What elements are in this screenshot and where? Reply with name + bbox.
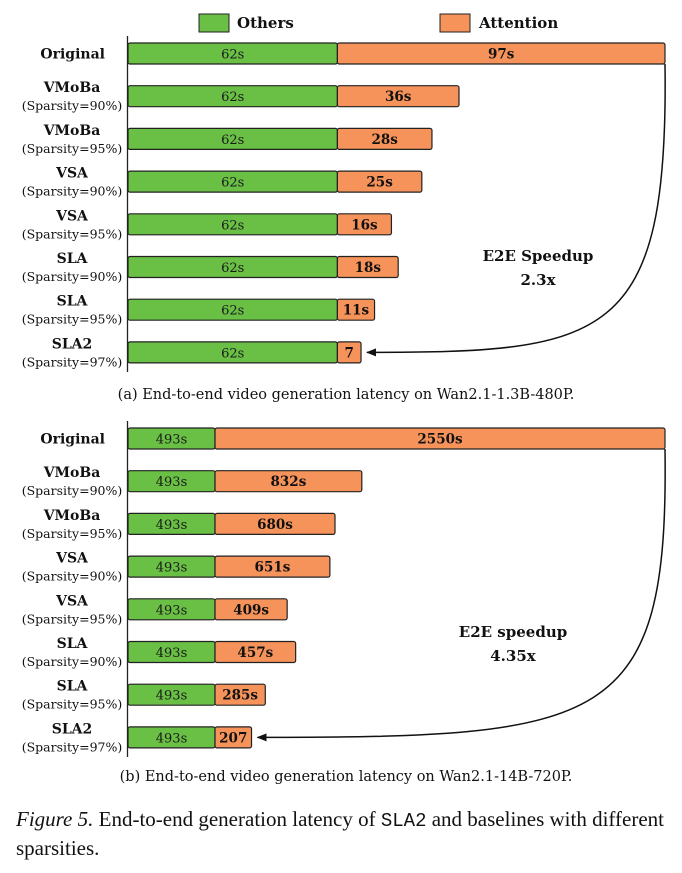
- category-label: VMoBa: [43, 123, 101, 139]
- category-sparsity-label: (Sparsity=97%): [22, 354, 123, 369]
- category-sparsity-label: (Sparsity=95%): [22, 697, 123, 712]
- category-label: VMoBa: [43, 465, 101, 481]
- bar-attention: [214, 427, 666, 450]
- category-label: SLA: [57, 636, 89, 652]
- caption-method-name: SLA2: [380, 810, 427, 832]
- speedup-label: E2E Speedup: [483, 247, 594, 265]
- bar-others-label: 62s: [221, 133, 244, 148]
- figure-caption: Figure 5. End-to-end generation latency …: [16, 806, 672, 862]
- bar-attention: [336, 127, 433, 150]
- bar-attention: [214, 598, 288, 621]
- bar-others-label: 493s: [156, 433, 187, 448]
- category-sparsity-label: (Sparsity=90%): [22, 98, 123, 113]
- category-label: Original: [40, 432, 105, 448]
- legend-others-label: Others: [237, 14, 294, 32]
- category-label: VSA: [55, 593, 89, 609]
- bar-others-label: 62s: [221, 48, 244, 63]
- category-label: SLA: [57, 251, 89, 267]
- category-label: VSA: [55, 166, 89, 182]
- bar-others-label: 493s: [156, 475, 187, 490]
- bar-attention-label: 651s: [255, 560, 291, 576]
- bar-others-label: 62s: [221, 346, 244, 361]
- legend-attention-swatch: [439, 13, 471, 33]
- bar-attention: [214, 726, 253, 749]
- bar-attention: [336, 213, 393, 236]
- category-sparsity-label: (Sparsity=95%): [22, 312, 123, 327]
- speedup-arrow: [256, 448, 666, 742]
- legend-others-swatch: [198, 13, 230, 33]
- category-sparsity-label: (Sparsity=90%): [22, 269, 123, 284]
- category-sparsity-label: (Sparsity=90%): [22, 184, 123, 199]
- bar-attention-label: 28s: [371, 132, 398, 148]
- bar-attention-label: 285s: [222, 688, 258, 704]
- bar-attention-label: 832s: [271, 474, 307, 490]
- category-label: SLA: [57, 679, 89, 695]
- category-label: VSA: [55, 551, 89, 567]
- category-sparsity-label: (Sparsity=95%): [22, 526, 123, 541]
- bar-attention-label: 409s: [233, 602, 269, 618]
- speedup-label: E2E speedup: [459, 623, 567, 641]
- bar-others-label: 493s: [156, 518, 187, 533]
- bar-others-label: 62s: [221, 218, 244, 233]
- category-sparsity-label: (Sparsity=95%): [22, 141, 123, 156]
- bar-attention: [336, 85, 460, 108]
- bar-attention: [336, 170, 423, 193]
- caption-text-end: and baselines with different sparsities.: [16, 807, 665, 860]
- bar-attention-label: 25s: [366, 175, 393, 191]
- bar-attention: [336, 255, 399, 279]
- panel-b: Original 493s 2550s VMoBa (Sparsity=90%) 493s…: [22, 421, 666, 785]
- category-sparsity-label: (Sparsity=90%): [22, 654, 123, 669]
- legend-attention-label: Attention: [478, 14, 558, 32]
- bar-attention: [336, 42, 666, 65]
- category-label: VSA: [55, 208, 89, 224]
- bar-attention: [336, 298, 376, 321]
- subfigure-caption: (a) End-to-end video generation latency …: [118, 387, 575, 403]
- category-label: SLA2: [52, 721, 93, 737]
- category-sparsity-label: (Sparsity=97%): [22, 739, 123, 754]
- category-sparsity-label: (Sparsity=90%): [22, 483, 123, 498]
- bar-attention-label: 457s: [237, 645, 273, 661]
- legend: Others Attention: [198, 13, 558, 33]
- bar-attention: [214, 512, 336, 536]
- bar-others-label: 62s: [221, 304, 244, 319]
- bar-attention: [214, 683, 266, 706]
- speedup-value: 4.35x: [490, 647, 537, 665]
- category-label: VMoBa: [43, 80, 101, 96]
- bar-attention-label: 680s: [257, 517, 293, 533]
- bar-attention-label: 11s: [343, 303, 370, 319]
- speedup-arrow: [366, 63, 666, 357]
- speedup-value: 2.3x: [520, 271, 556, 289]
- bar-others-label: 493s: [156, 731, 187, 746]
- caption-text-start: End-to-end generation latency of: [93, 807, 381, 831]
- bar-attention-label: 2550s: [417, 432, 463, 448]
- latency-figure: Others Attention Original 62s 97s VMoBa (Spa…: [22, 13, 666, 785]
- bar-others-label: 493s: [156, 689, 187, 704]
- subfigure-caption: (b) End-to-end video generation latency …: [120, 769, 573, 785]
- bar-others-label: 62s: [221, 90, 244, 105]
- bar-attention: [214, 470, 363, 493]
- bar-attention-label: 36s: [385, 89, 412, 105]
- bar-others-label: 493s: [156, 561, 187, 576]
- category-label: VMoBa: [43, 508, 101, 524]
- category-sparsity-label: (Sparsity=95%): [22, 611, 123, 626]
- bar-attention-label: 16s: [351, 217, 378, 233]
- bar-others-label: 493s: [156, 603, 187, 618]
- bar-attention: [214, 555, 331, 578]
- category-sparsity-label: (Sparsity=90%): [22, 569, 123, 584]
- bar-attention-label: 97s: [488, 47, 515, 63]
- bar-attention-label: 7: [345, 345, 354, 361]
- category-label: Original: [40, 47, 105, 63]
- bar-attention-label: 207: [219, 730, 247, 746]
- bar-others-label: 493s: [156, 646, 187, 661]
- bar-others-label: 62s: [221, 176, 244, 191]
- bar-attention-label: 18s: [355, 260, 382, 276]
- bar-attention: [336, 341, 362, 364]
- category-sparsity-label: (Sparsity=95%): [22, 226, 123, 241]
- bar-others-label: 62s: [221, 261, 244, 276]
- panel-a: Original 62s 97s VMoBa (Sparsity=90%) 62s 36s V…: [22, 36, 666, 403]
- category-label: SLA2: [52, 336, 93, 352]
- category-label: SLA: [57, 294, 89, 310]
- caption-figure-label: Figure 5.: [16, 807, 94, 831]
- bar-attention: [214, 640, 297, 664]
